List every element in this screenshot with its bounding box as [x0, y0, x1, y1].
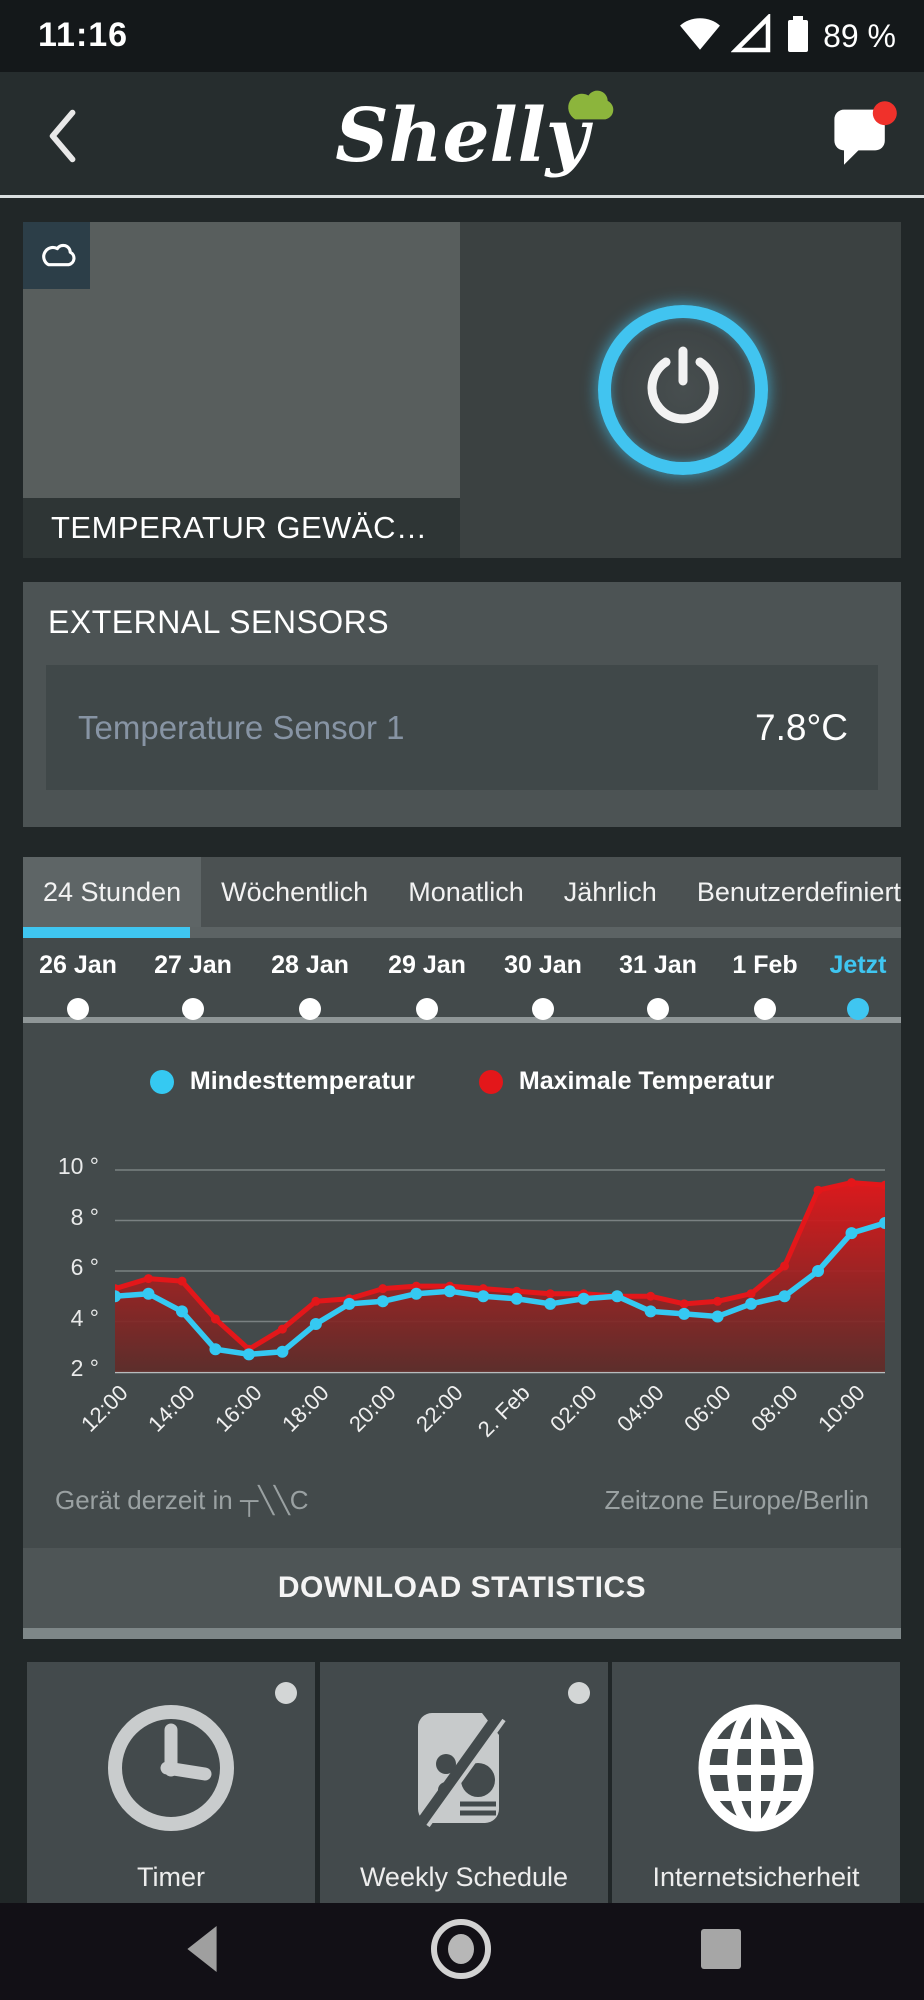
weekly-schedule-off-icon	[320, 1698, 608, 1843]
date-slider-track	[23, 1017, 901, 1023]
cellular-signal-icon	[730, 12, 773, 59]
timezone-note: Zeitzone Europe/Berlin	[604, 1485, 869, 1515]
date-dot[interactable]	[647, 998, 669, 1020]
x-axis-tick: 16:00	[210, 1380, 267, 1437]
notifications-button[interactable]	[820, 94, 904, 178]
date-dot[interactable]	[299, 998, 321, 1020]
download-statistics-button[interactable]: DOWNLOAD STATISTICS	[23, 1548, 901, 1628]
y-axis-tick: 2 °	[70, 1355, 99, 1381]
shortcut-label: Internetsicherheit	[652, 1862, 860, 1892]
device-title: TEMPERATUR GEWÄC…	[51, 510, 428, 545]
shortcut-weekly-schedule[interactable]: Weekly Schedule	[320, 1662, 608, 1912]
legend-max-temperature: Maximale Temperatur	[478, 1067, 774, 1096]
x-axis-tick: 04:00	[612, 1380, 669, 1437]
card-bottom-strip	[23, 1628, 901, 1639]
nav-recents-button[interactable]	[698, 1926, 744, 1977]
device-title-strip: TEMPERATUR GEWÄC…	[23, 498, 460, 558]
clock-time: 11:16	[38, 16, 129, 54]
tab-24-stunden[interactable]: 24 Stunden	[23, 857, 202, 927]
legend-dot-cyan	[149, 1069, 174, 1094]
x-axis-tick: 10:00	[813, 1380, 870, 1437]
temperature-chart	[115, 1169, 885, 1374]
chevron-left-icon	[34, 109, 90, 168]
app-header: Shelly	[0, 72, 924, 198]
statistics-card: 24 Stunden Wöchentlich Monatlich Jährlic…	[23, 857, 901, 1639]
tab-underline	[190, 927, 901, 938]
cloud-status-badge	[23, 222, 90, 289]
date-point-29jan[interactable]: 29 Jan	[372, 951, 482, 1020]
status-dot	[568, 1682, 590, 1704]
shortcut-label: Timer	[137, 1862, 205, 1892]
date-dot[interactable]	[532, 998, 554, 1020]
tab-woechentlich[interactable]: Wöchentlich	[221, 876, 369, 907]
battery-icon	[783, 12, 813, 61]
notification-dot	[872, 101, 897, 126]
external-sensors-title: EXTERNAL SENSORS	[48, 604, 390, 640]
x-axis-tick: 22:00	[411, 1380, 468, 1437]
timer-icon	[27, 1698, 315, 1843]
device-unit-note: Gerät derzeit in ┬╲╲C	[55, 1485, 309, 1515]
active-tab-underline	[23, 927, 190, 938]
status-bar: 11:16 89 %	[0, 0, 924, 72]
tab-benutzerdefiniert[interactable]: Benutzerdefiniert	[696, 876, 901, 907]
x-axis-tick: 14:00	[143, 1380, 200, 1437]
status-icons: 89 %	[679, 12, 896, 61]
legend-dot-red	[478, 1069, 503, 1094]
date-dot[interactable]	[754, 998, 776, 1020]
sensor-row[interactable]: Temperature Sensor 1 7.8°C	[46, 665, 878, 790]
power-icon	[640, 345, 726, 436]
cloud-icon	[36, 237, 78, 274]
power-button[interactable]	[598, 305, 768, 475]
tab-monatlich[interactable]: Monatlich	[408, 876, 524, 907]
period-tabs: 24 Stunden Wöchentlich Monatlich Jährlic…	[23, 857, 901, 927]
date-point-jetzt[interactable]: Jetzt	[803, 951, 913, 1020]
shortcut-label: Weekly Schedule	[359, 1862, 569, 1892]
tab-jaehrlich[interactable]: Jährlich	[563, 876, 657, 907]
shortcut-internet-security[interactable]: Internetsicherheit	[612, 1662, 900, 1912]
y-axis-tick: 6 °	[70, 1254, 99, 1280]
date-point-30jan[interactable]: 30 Jan	[488, 951, 598, 1020]
device-card[interactable]: TEMPERATUR GEWÄC…	[23, 222, 901, 558]
nav-home-button[interactable]	[427, 1915, 495, 1988]
x-axis-tick: 2. Feb	[472, 1380, 535, 1442]
y-axis-tick: 4 °	[70, 1305, 99, 1331]
y-axis-tick: 8 °	[70, 1204, 99, 1230]
x-axis-tick: 12:00	[76, 1380, 133, 1437]
x-axis-tick: 02:00	[545, 1380, 602, 1437]
sensor-name: Temperature Sensor 1	[78, 708, 405, 746]
device-tile[interactable]: TEMPERATUR GEWÄC…	[23, 222, 460, 558]
date-point-31jan[interactable]: 31 Jan	[603, 951, 713, 1020]
x-axis-tick: 08:00	[746, 1380, 803, 1437]
date-point-28jan[interactable]: 28 Jan	[255, 951, 365, 1020]
x-axis-tick: 18:00	[277, 1380, 334, 1437]
date-point-26jan[interactable]: 26 Jan	[23, 951, 133, 1020]
date-point-1feb[interactable]: 1 Feb	[710, 951, 820, 1020]
legend-min-temperature: Mindesttemperatur	[149, 1067, 415, 1096]
status-dot	[275, 1682, 297, 1704]
globe-icon	[612, 1698, 900, 1843]
date-dot-active[interactable]	[847, 998, 869, 1020]
date-dot[interactable]	[67, 998, 89, 1020]
app-logo: Shelly	[0, 86, 924, 186]
chart-legend: Mindesttemperatur Maximale Temperatur	[23, 1067, 901, 1096]
date-dot[interactable]	[182, 998, 204, 1020]
date-dot[interactable]	[416, 998, 438, 1020]
wifi-icon	[679, 14, 721, 59]
x-axis-tick: 20:00	[344, 1380, 401, 1437]
x-axis-tick: 06:00	[679, 1380, 736, 1437]
chat-bubble-icon	[820, 101, 904, 182]
external-sensors-card: EXTERNAL SENSORS Temperature Sensor 1 7.…	[23, 582, 901, 827]
date-point-27jan[interactable]: 27 Jan	[138, 951, 248, 1020]
nav-back-button[interactable]	[180, 1925, 224, 1978]
android-nav-bar	[0, 1903, 924, 2000]
battery-percent: 89 %	[823, 17, 896, 54]
y-axis-tick: 10 °	[57, 1153, 99, 1179]
logo-cloud-icon	[556, 80, 620, 129]
back-button[interactable]	[34, 108, 90, 164]
shortcut-timer[interactable]: Timer	[27, 1662, 315, 1912]
sensor-value: 7.8°C	[755, 706, 848, 748]
logo-text: Shelly	[335, 93, 589, 179]
